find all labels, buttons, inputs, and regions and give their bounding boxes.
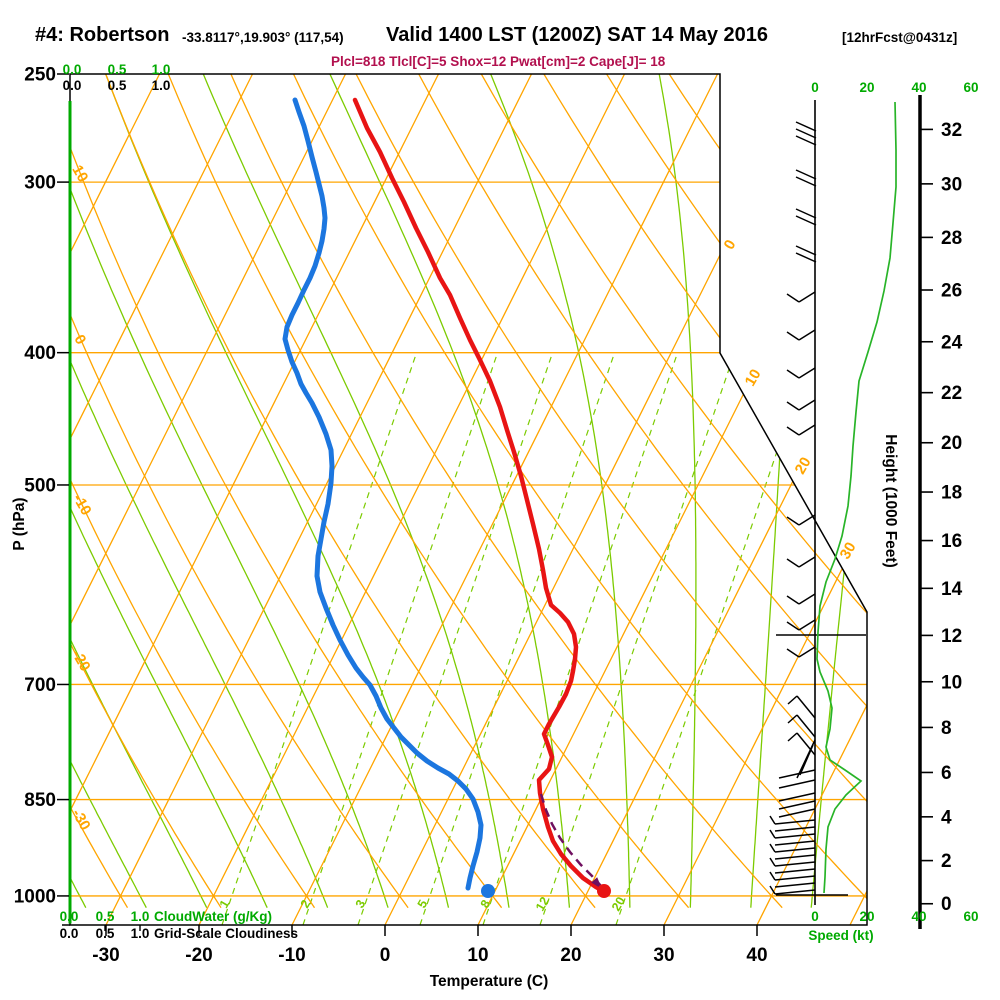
svg-text:0.0: 0.0 [63, 78, 82, 93]
svg-text:40: 40 [746, 945, 767, 966]
moist-adiabats [70, 74, 867, 908]
cloudwater-axis-title: CloudWater (g/Kg) [154, 909, 272, 924]
svg-text:0: 0 [811, 80, 819, 95]
svg-text:22: 22 [941, 383, 962, 404]
svg-text:0: 0 [70, 332, 89, 348]
cloud-scales: 0.00.00.50.51.01.00.00.00.50.51.01.0Clou… [60, 62, 298, 941]
svg-text:20: 20 [560, 945, 581, 966]
svg-text:700: 700 [24, 675, 56, 696]
wind-speed-curve [816, 101, 897, 894]
svg-text:40: 40 [911, 909, 926, 924]
svg-text:1.0: 1.0 [152, 62, 171, 77]
dewpoint-curve [282, 97, 484, 891]
speed-axis-title: Speed (kt) [808, 928, 873, 943]
svg-text:20: 20 [859, 909, 874, 924]
svg-text:1.0: 1.0 [131, 926, 150, 941]
svg-text:14: 14 [941, 579, 963, 600]
background-grid [70, 74, 867, 925]
surface-temperature-dot [597, 884, 611, 898]
surface-dewpoint-dot [481, 884, 495, 898]
svg-text:10: 10 [467, 945, 488, 966]
temperature-curve [352, 97, 606, 894]
parcel-path [539, 793, 602, 887]
stability-indices-line: Plcl=818 Tlcl[C]=5 Shox=12 Pwat[cm]=2 Ca… [331, 54, 666, 69]
svg-text:60: 60 [963, 909, 978, 924]
svg-text:4: 4 [941, 807, 952, 828]
svg-text:1.0: 1.0 [131, 909, 150, 924]
svg-text:500: 500 [24, 475, 56, 496]
svg-text:30: 30 [941, 174, 962, 195]
svg-text:12: 12 [533, 894, 552, 913]
plot-frame [62, 73, 868, 926]
svg-text:16: 16 [941, 531, 962, 552]
sounding-curves [282, 97, 611, 898]
svg-text:250: 250 [24, 65, 56, 86]
wind-profile [769, 100, 897, 905]
station-coordinates: -33.8117°,19.903° (117,54) [182, 30, 344, 45]
temperature-axis-title: Temperature (C) [430, 973, 549, 990]
svg-text:0.5: 0.5 [108, 78, 127, 93]
svg-text:10: 10 [941, 672, 962, 693]
svg-text:0: 0 [721, 237, 740, 253]
svg-text:850: 850 [24, 790, 56, 811]
temperature-axis: -30 -20 -10 0 10 20 30 40 Temperature (C) [92, 925, 768, 990]
svg-text:60: 60 [963, 80, 978, 95]
svg-text:0.0: 0.0 [60, 926, 79, 941]
svg-text:400: 400 [24, 343, 56, 364]
svg-text:0.5: 0.5 [96, 926, 115, 941]
forecast-tag: [12hrFcst@0431z] [842, 30, 958, 45]
svg-text:24: 24 [941, 332, 963, 353]
svg-text:10: 10 [742, 366, 765, 389]
svg-text:0.0: 0.0 [60, 909, 79, 924]
svg-text:18: 18 [941, 483, 962, 504]
svg-text:32: 32 [941, 120, 962, 141]
svg-text:20: 20 [941, 433, 962, 454]
svg-text:0: 0 [811, 909, 819, 924]
svg-text:0.0: 0.0 [63, 62, 82, 77]
svg-text:1.0: 1.0 [152, 78, 171, 93]
svg-text:6: 6 [941, 763, 952, 784]
svg-text:28: 28 [941, 228, 962, 249]
svg-text:12: 12 [941, 626, 962, 647]
svg-text:0: 0 [941, 894, 952, 915]
svg-text:20: 20 [859, 80, 874, 95]
svg-text:20: 20 [609, 894, 628, 913]
svg-text:0: 0 [380, 945, 391, 966]
svg-text:-20: -20 [185, 945, 212, 966]
svg-text:26: 26 [941, 281, 962, 302]
pressure-axis-title: P (hPa) [11, 497, 28, 550]
svg-text:0.5: 0.5 [96, 909, 115, 924]
svg-text:40: 40 [911, 80, 926, 95]
svg-text:-20: -20 [68, 647, 94, 674]
svg-text:8: 8 [941, 718, 952, 739]
svg-text:-30: -30 [92, 945, 119, 966]
svg-text:3: 3 [353, 897, 369, 910]
svg-text:10: 10 [68, 162, 91, 185]
svg-text:30: 30 [837, 539, 860, 562]
svg-text:2: 2 [941, 851, 952, 872]
cloudiness-axis-title: Grid-Scale Cloudiness [154, 926, 298, 941]
svg-text:5: 5 [415, 897, 431, 910]
svg-text:300: 300 [24, 173, 56, 194]
svg-text:0.5: 0.5 [108, 62, 127, 77]
svg-text:30: 30 [653, 945, 674, 966]
pressure-axis: 250 300 400 500 700 850 1000 P (hPa) [11, 65, 69, 907]
page-title: #4: Robertson [35, 24, 170, 46]
svg-text:-10: -10 [278, 945, 305, 966]
svg-text:1000: 1000 [14, 886, 56, 907]
height-axis-title: Height (1000 Feet) [882, 434, 899, 568]
valid-time-title: Valid 1400 LST (1200Z) SAT 14 May 2016 [386, 24, 769, 46]
svg-text:20: 20 [792, 454, 815, 477]
